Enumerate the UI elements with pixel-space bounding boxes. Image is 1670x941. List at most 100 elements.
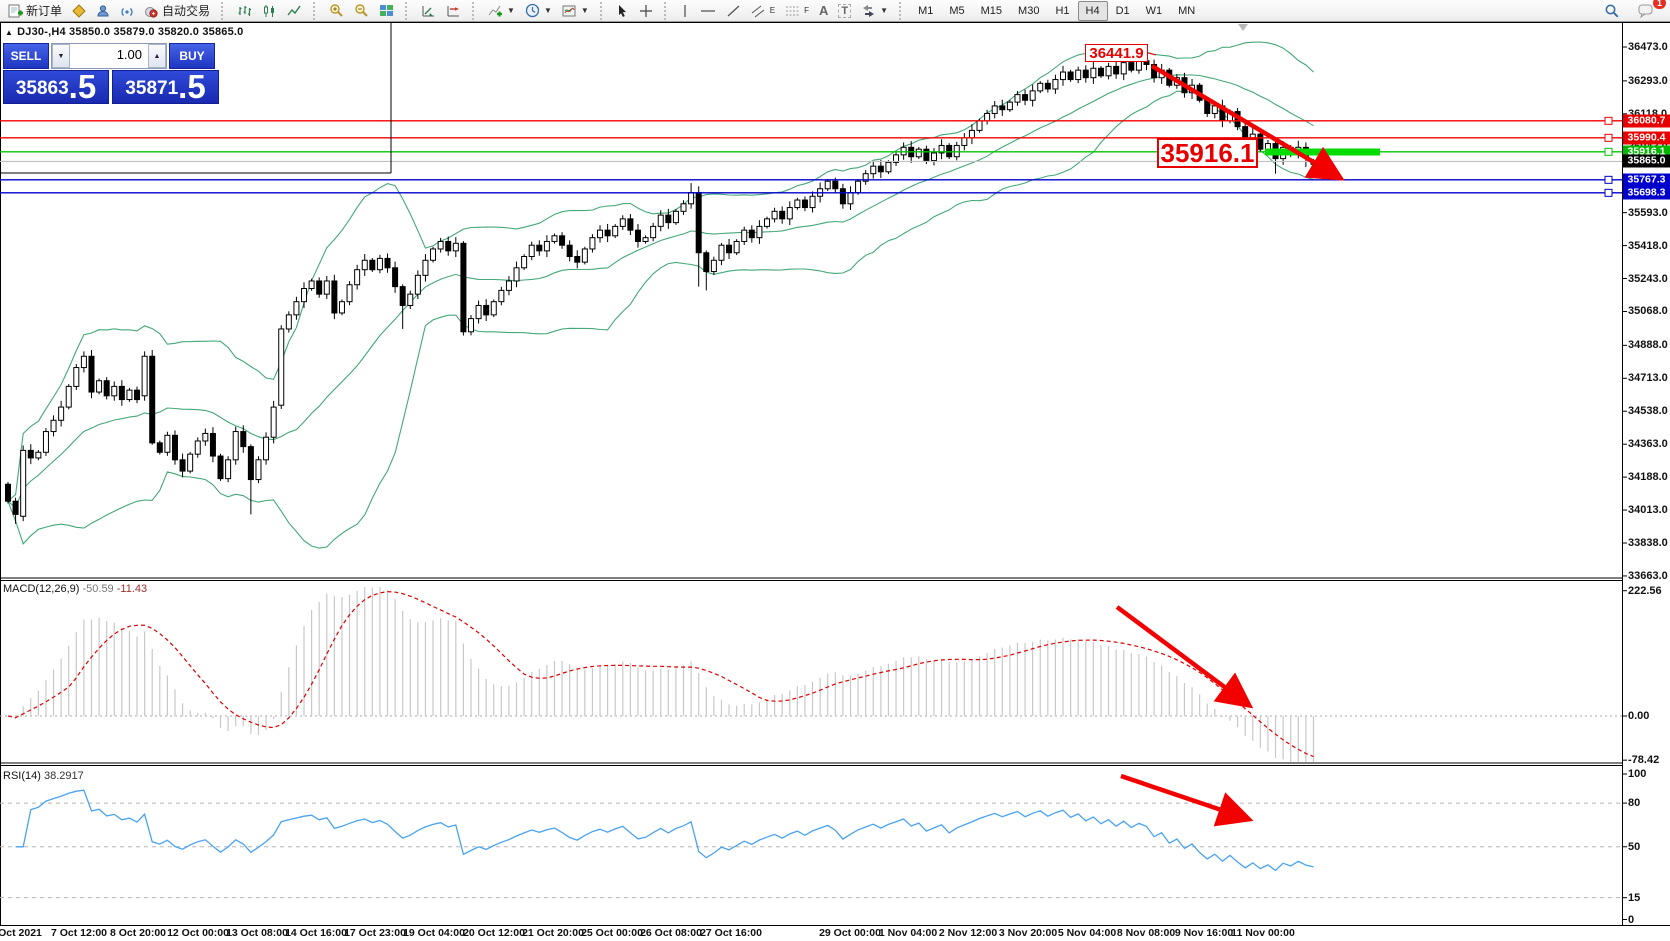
price-axis-tick: 33838.0: [1628, 537, 1668, 549]
timeframe-button-H4[interactable]: H4: [1077, 0, 1108, 21]
tile-windows-icon: [380, 4, 394, 16]
macd-main-value: -50.59: [82, 583, 114, 595]
support-price-annotation[interactable]: 35916.1: [1157, 138, 1258, 168]
cursor-button[interactable]: [611, 1, 634, 21]
auto-scroll-button[interactable]: [416, 1, 441, 21]
price-axis-tick: 35068.0: [1628, 305, 1668, 318]
tile-windows-button[interactable]: [374, 1, 399, 21]
time-axis-label: 13 Oct 08:00: [226, 927, 288, 939]
zoom-out-icon: [355, 4, 368, 17]
indicators-button[interactable]: ▼: [483, 1, 520, 21]
volume-decrease-button[interactable]: ▼: [52, 44, 70, 68]
clock-icon: [525, 3, 540, 18]
timeframe-button-M1[interactable]: M1: [918, 4, 934, 17]
macd-label: MACD(12,26,9) -50.59 -11.43: [3, 583, 147, 595]
signals-button[interactable]: [115, 1, 139, 21]
timeframe-button-M30[interactable]: M30: [1018, 4, 1040, 17]
equidistant-channel-button[interactable]: E: [746, 1, 780, 21]
chart-shift-icon: [447, 5, 460, 16]
rsi-name: RSI(14): [3, 770, 41, 782]
time-axis-label: 11 Nov 00:00: [1231, 927, 1295, 939]
time-axis-label: 20 Oct 12:00: [463, 927, 525, 939]
line-handle[interactable]: [1604, 147, 1613, 156]
vertical-line-button[interactable]: [675, 1, 695, 21]
zoom-in-button[interactable]: [324, 1, 349, 21]
timeframe-button-MN[interactable]: MN: [1178, 4, 1196, 17]
price-axis-tick: 35243.0: [1628, 272, 1668, 285]
ask-main: 35871: [125, 78, 179, 99]
timeframe-button-D1[interactable]: D1: [1115, 4, 1130, 17]
templates-button[interactable]: ▼: [557, 1, 594, 21]
price-axis-tick: 33663.0: [1628, 569, 1668, 582]
text-button[interactable]: A: [814, 1, 833, 21]
timeframe-button-M5[interactable]: M5: [949, 4, 965, 17]
price-axis-tick: 34888.0: [1628, 339, 1668, 352]
volume-input[interactable]: 1.00: [116, 47, 142, 62]
new-order-button[interactable]: 新订单: [3, 1, 67, 21]
horizontal-line-icon: [700, 9, 715, 12]
timeframe-button-H1[interactable]: H1: [1055, 4, 1070, 17]
periods-button[interactable]: ▼: [520, 1, 557, 21]
timeframe-button-M15[interactable]: M15: [980, 4, 1003, 17]
time-axis-label: 27 Oct 16:00: [700, 927, 762, 939]
toolbar-separator: [472, 1, 477, 20]
objects-button[interactable]: [67, 1, 91, 21]
template-icon: [562, 5, 576, 16]
price-axis-tick: 36293.0: [1628, 74, 1668, 87]
time-axis-label: 9 Nov 16:00: [1174, 927, 1234, 939]
volume-increase-button[interactable]: ▲: [148, 44, 166, 68]
toolbar: 新订单 自动交易: [0, 0, 1670, 22]
text-label-icon: T: [838, 3, 852, 18]
volume-stepper: ▼ 1.00 ▲: [51, 43, 167, 69]
trendline-button[interactable]: [721, 1, 746, 21]
macd-axis-tick: 0.00: [1628, 710, 1650, 722]
auto-trading-button[interactable]: 自动交易: [139, 1, 215, 21]
chat-icon: [1638, 4, 1653, 18]
macd-signal-value: -11.43: [116, 583, 148, 595]
community-button[interactable]: [91, 1, 115, 21]
time-axis-label: 17 Oct 23:00: [344, 927, 406, 939]
arrows-button[interactable]: ▼: [856, 1, 893, 21]
buy-button[interactable]: BUY: [169, 43, 215, 69]
search-button[interactable]: [1599, 1, 1625, 21]
crosshair-icon: [639, 4, 652, 17]
line-handle[interactable]: [1604, 188, 1613, 197]
line-handle[interactable]: [1604, 133, 1613, 142]
notifications-button[interactable]: 1: [1633, 0, 1666, 21]
time-axis-label: 25 Oct 00:00: [581, 927, 643, 939]
line-handle[interactable]: [1604, 116, 1613, 125]
peak-price-annotation[interactable]: 36441.9: [1085, 44, 1148, 62]
rsi-axis-tick: 80: [1628, 797, 1641, 810]
toolbar-separator: [899, 1, 904, 20]
line-chart-button[interactable]: [282, 1, 307, 21]
text-label-button[interactable]: T: [833, 1, 856, 21]
price-axis-tick: 34538.0: [1628, 405, 1668, 418]
ask-quote[interactable]: 35871.5: [112, 70, 219, 104]
symbol-info: ▲ DJ30-,H4 35850.0 35879.0 35820.0 35865.…: [5, 26, 243, 38]
horizontal-line-button[interactable]: [695, 1, 721, 21]
timeframe-button-W1[interactable]: W1: [1145, 4, 1163, 17]
time-axis-label: 5 Nov 04:00: [1057, 927, 1117, 939]
indicators-icon: [488, 5, 503, 16]
crosshair-button[interactable]: [634, 1, 658, 21]
profile-icon: [97, 4, 109, 16]
candlestick-chart-button[interactable]: [257, 1, 282, 21]
chart-shift-button[interactable]: [441, 1, 466, 21]
trend-arrow-macd[interactable]: [1115, 605, 1254, 709]
bid-quote[interactable]: 35863.5: [3, 70, 109, 104]
line-handle[interactable]: [1604, 175, 1613, 184]
time-axis-label: 12 Oct 00:00: [167, 927, 229, 939]
chart-shift-marker[interactable]: [1238, 24, 1248, 31]
trend-arrow-main[interactable]: [1150, 64, 1345, 181]
trend-arrow-rsi[interactable]: [1120, 773, 1254, 827]
trendline-icon: [727, 5, 740, 16]
bar-chart-button[interactable]: [232, 1, 257, 21]
channel-icon: [751, 5, 765, 17]
collapse-panel-icon[interactable]: ▲: [5, 28, 14, 37]
sell-button[interactable]: SELL: [3, 43, 49, 69]
fibonacci-button[interactable]: F: [780, 1, 814, 21]
signal-icon: [121, 7, 133, 16]
time-axis-label: 26 Oct 08:00: [640, 927, 702, 939]
zoom-out-button[interactable]: [349, 1, 374, 21]
